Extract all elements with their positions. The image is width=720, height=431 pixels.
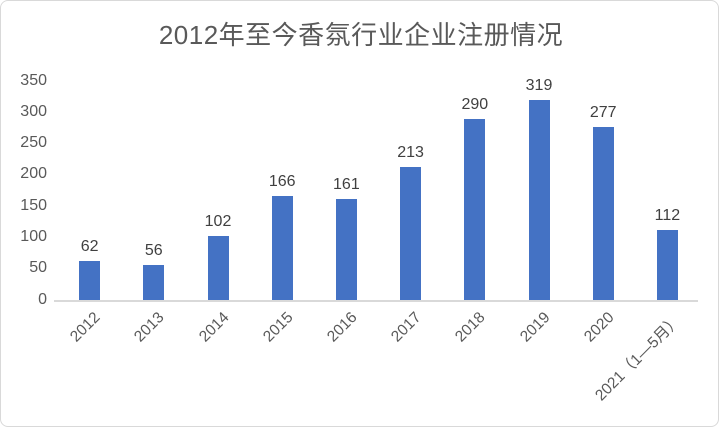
bar-2012 xyxy=(79,261,101,300)
bar-2015 xyxy=(271,196,293,300)
data-label-2018: 290 xyxy=(461,95,489,113)
bar-2019 xyxy=(528,100,550,300)
chart-title: 2012年至今香氛行业企业注册情况 xyxy=(158,20,564,50)
data-label-2014: 102 xyxy=(204,213,232,231)
x-axis-label-2014: 2014 xyxy=(195,309,233,346)
data-label-2012: 62 xyxy=(80,238,99,256)
data-label-2013: 56 xyxy=(144,241,163,259)
y-axis-tick-label-0: 0 xyxy=(38,290,47,308)
y-axis-tick-label-200: 200 xyxy=(20,165,47,183)
x-axis-label-2017: 2017 xyxy=(388,309,425,346)
bar-2016 xyxy=(335,199,357,300)
bar-2018 xyxy=(464,118,486,300)
data-label-2016: 161 xyxy=(333,176,360,194)
data-label-2021（1—5月）: 112 xyxy=(654,206,681,224)
bar-2020 xyxy=(592,126,614,300)
data-label-2017: 213 xyxy=(397,143,424,161)
x-axis-label-2018: 2018 xyxy=(452,309,489,346)
x-axis-label-2016: 2016 xyxy=(324,309,361,346)
x-axis-line xyxy=(54,300,698,302)
x-axis-label-2013: 2013 xyxy=(131,309,168,346)
x-axis-label-2019: 2019 xyxy=(516,309,554,346)
data-label-2020: 277 xyxy=(589,103,617,121)
bar-2014 xyxy=(207,236,229,300)
y-axis-tick-label-300: 300 xyxy=(20,102,47,120)
y-axis-tick-label-50: 50 xyxy=(29,259,47,277)
data-label-2015: 166 xyxy=(268,173,296,191)
y-axis-tick-label-150: 150 xyxy=(20,196,47,214)
bar-2017 xyxy=(400,166,422,300)
y-axis-tick-label-250: 250 xyxy=(20,134,47,152)
x-axis-label-2015: 2015 xyxy=(259,309,297,346)
x-axis-label-2020: 2020 xyxy=(580,309,618,346)
x-axis-label-2012: 2012 xyxy=(67,309,104,346)
y-axis-tick-label-350: 350 xyxy=(20,71,47,89)
bar-2013 xyxy=(143,264,165,300)
y-axis-tick-label-100: 100 xyxy=(20,227,47,245)
bar-2021（1—5月） xyxy=(656,229,678,300)
data-label-2019: 319 xyxy=(525,77,553,95)
